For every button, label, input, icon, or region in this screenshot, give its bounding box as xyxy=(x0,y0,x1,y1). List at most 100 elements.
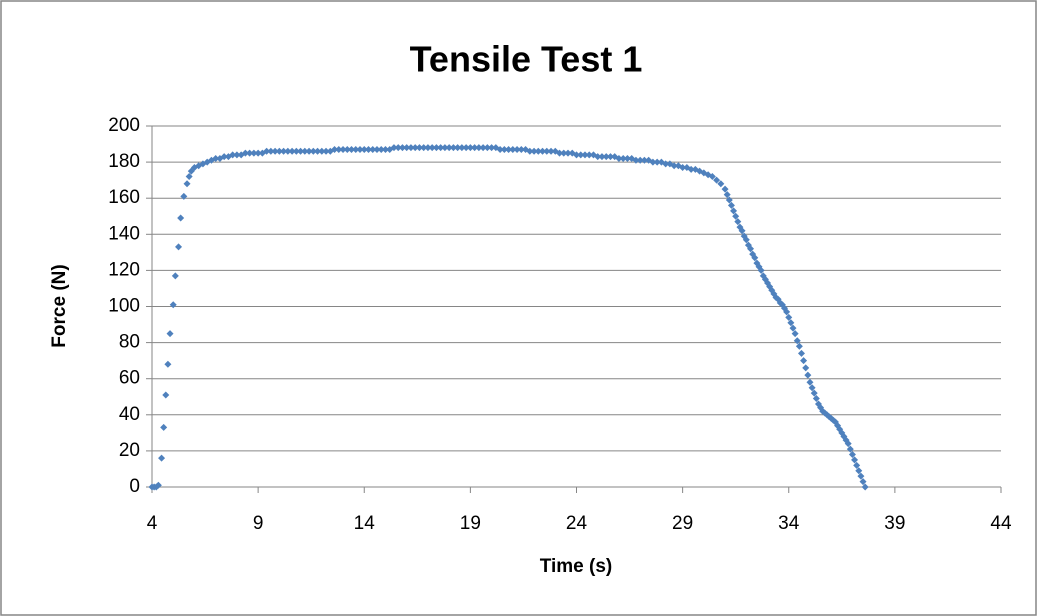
data-point xyxy=(445,144,453,152)
data-point xyxy=(415,144,423,152)
data-point xyxy=(175,243,183,251)
data-point xyxy=(479,144,487,152)
data-point xyxy=(398,144,406,152)
data-point xyxy=(305,147,313,155)
data-point xyxy=(785,313,793,321)
data-point xyxy=(394,144,402,152)
data-point xyxy=(441,144,449,152)
data-point xyxy=(791,330,799,338)
data-point xyxy=(437,144,445,152)
data-point xyxy=(348,145,356,153)
data-point xyxy=(267,147,275,155)
data-point xyxy=(335,145,343,153)
data-point xyxy=(670,162,678,170)
data-point xyxy=(757,266,765,274)
data-point xyxy=(640,156,648,164)
data-point xyxy=(783,308,791,316)
data-point xyxy=(573,151,580,159)
data-point xyxy=(687,165,695,173)
data-point xyxy=(713,176,721,184)
data-point xyxy=(377,145,385,153)
x-tick-label: 4 xyxy=(147,513,158,534)
data-point xyxy=(454,144,462,152)
y-tick-label: 200 xyxy=(108,115,140,136)
data-point xyxy=(543,147,551,155)
data-point xyxy=(577,151,585,159)
data-point xyxy=(632,156,640,164)
data-point xyxy=(727,201,735,209)
data-point xyxy=(339,145,347,153)
data-point xyxy=(804,371,812,379)
y-tick-label: 120 xyxy=(108,259,140,280)
data-point xyxy=(500,145,508,153)
data-point xyxy=(853,461,861,469)
data-point xyxy=(653,158,661,166)
x-tick-label: 34 xyxy=(778,513,800,534)
data-point xyxy=(428,144,436,152)
x-tick-label: 9 xyxy=(253,513,264,534)
data-point xyxy=(730,207,738,215)
data-point xyxy=(513,145,521,153)
data-point xyxy=(859,478,867,486)
data-point xyxy=(547,147,555,155)
data-point xyxy=(390,144,398,152)
data-point xyxy=(526,147,534,155)
data-point xyxy=(738,227,746,235)
data-point xyxy=(636,156,644,164)
data-point xyxy=(314,147,322,155)
data-point xyxy=(496,145,504,153)
x-tick-label: 14 xyxy=(354,513,376,534)
data-point xyxy=(848,451,856,459)
data-point xyxy=(742,236,750,244)
data-point xyxy=(322,147,330,155)
x-tick-label: 44 xyxy=(990,513,1012,534)
x-axis-label: Time (s) xyxy=(540,556,613,577)
data-point xyxy=(177,214,185,222)
data-point xyxy=(615,154,623,162)
y-tick-label: 180 xyxy=(108,151,140,172)
data-point xyxy=(220,153,228,161)
data-point xyxy=(623,154,631,162)
data-point xyxy=(411,144,419,152)
data-point xyxy=(594,153,602,161)
data-point xyxy=(708,173,716,181)
data-point xyxy=(855,467,863,475)
y-tick-label: 160 xyxy=(108,187,140,208)
data-point xyxy=(158,454,166,462)
data-point xyxy=(602,153,610,161)
data-point xyxy=(284,147,292,155)
data-point xyxy=(505,145,513,153)
data-point xyxy=(318,147,326,155)
data-point xyxy=(797,349,805,357)
data-point xyxy=(297,147,305,155)
data-point xyxy=(861,483,869,491)
data-point xyxy=(360,145,368,153)
data-point xyxy=(263,147,271,155)
y-tick-label: 0 xyxy=(129,476,140,497)
data-point xyxy=(649,158,657,166)
data-point xyxy=(509,145,517,153)
data-point xyxy=(154,481,162,489)
data-point xyxy=(732,212,740,220)
data-point xyxy=(787,319,795,327)
data-point xyxy=(751,254,759,262)
data-point xyxy=(808,384,816,392)
data-point xyxy=(475,144,483,152)
data-point xyxy=(846,445,854,453)
data-point xyxy=(275,147,283,155)
data-point xyxy=(539,147,547,155)
data-point xyxy=(331,145,339,153)
data-point xyxy=(458,144,466,152)
data-point xyxy=(381,145,389,153)
y-tick-label: 40 xyxy=(119,404,140,425)
data-point xyxy=(679,164,687,172)
data-point xyxy=(364,145,372,153)
data-point xyxy=(723,191,731,199)
data-point xyxy=(747,245,755,253)
data-point xyxy=(420,144,428,152)
data-point xyxy=(734,218,742,226)
data-point xyxy=(483,144,491,152)
data-point xyxy=(271,147,279,155)
data-point xyxy=(802,364,810,372)
